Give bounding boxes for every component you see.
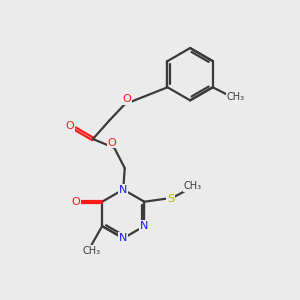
Text: O: O [71,197,80,207]
Text: O: O [108,138,116,148]
Text: O: O [123,94,131,104]
Text: S: S [167,194,174,204]
Text: N: N [140,221,148,231]
Text: CH₃: CH₃ [226,92,245,102]
Text: O: O [65,121,74,131]
Text: N: N [119,233,128,243]
Text: N: N [119,184,128,194]
Text: CH₃: CH₃ [183,181,202,191]
Text: CH₃: CH₃ [83,246,101,256]
